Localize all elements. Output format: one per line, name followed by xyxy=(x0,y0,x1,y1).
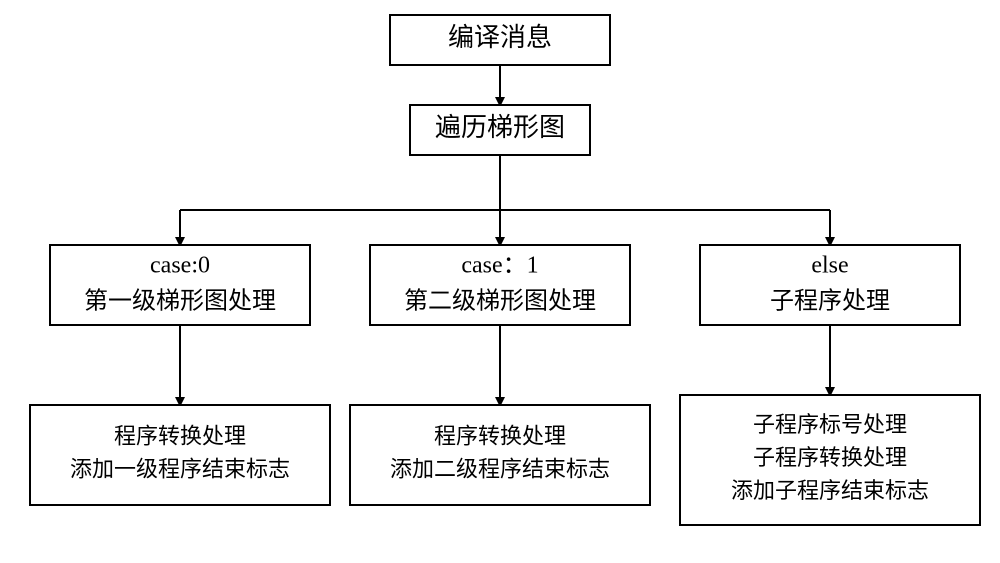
node-n3: case:0 第一级梯形图处理 xyxy=(50,245,310,325)
node-n7: 程序转换处理添加二级程序结束标志 xyxy=(350,405,650,505)
node-box xyxy=(30,405,330,505)
flowchart-canvas: 编译消息遍历梯形图 case:0 第一级梯形图处理 case：1 第二级梯形图处理 els… xyxy=(0,0,1000,563)
node-label: 子程序标号处理 xyxy=(753,412,907,437)
node-n2: 遍历梯形图 xyxy=(410,105,590,155)
node-label: case：1 xyxy=(461,253,538,279)
node-n1: 编译消息 xyxy=(390,15,610,65)
node-label: 添加二级程序结束标志 xyxy=(390,457,610,482)
node-label: 程序转换处理 xyxy=(114,424,246,449)
nodes-layer: 编译消息遍历梯形图 case:0 第一级梯形图处理 case：1 第二级梯形图处理 els… xyxy=(30,15,980,525)
node-label: else xyxy=(811,253,848,279)
node-n4: case：1 第二级梯形图处理 xyxy=(370,245,630,325)
node-label: 添加一级程序结束标志 xyxy=(70,457,290,482)
node-label: case:0 xyxy=(150,253,210,279)
node-n6: 程序转换处理添加一级程序结束标志 xyxy=(30,405,330,505)
node-label: 程序转换处理 xyxy=(434,424,566,449)
node-label: 遍历梯形图 xyxy=(435,113,565,142)
node-label: 第二级梯形图处理 xyxy=(404,288,596,315)
node-box xyxy=(350,405,650,505)
node-label: 子程序处理 xyxy=(770,288,890,315)
node-label: 编译消息 xyxy=(448,23,552,52)
node-n8: 子程序标号处理子程序转换处理添加子程序结束标志 xyxy=(680,395,980,525)
node-n5: else 子程序处理 xyxy=(700,245,960,325)
node-label: 子程序转换处理 xyxy=(753,445,907,470)
node-label: 第一级梯形图处理 xyxy=(84,288,276,315)
node-label: 添加子程序结束标志 xyxy=(731,478,929,503)
